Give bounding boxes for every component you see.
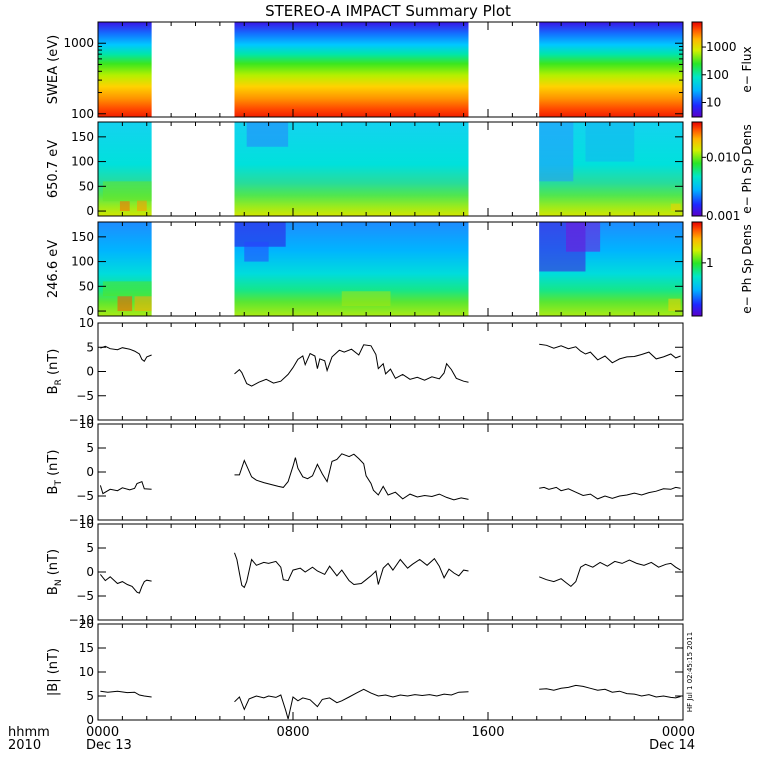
bn-ytick-label: 10 bbox=[79, 517, 94, 531]
bt-trace bbox=[99, 480, 152, 495]
bn-ylabel: BN (nT) bbox=[46, 549, 64, 595]
bmag-ylabel: |B| (nT) bbox=[46, 648, 61, 696]
bn-ytick-label: 0 bbox=[86, 565, 94, 579]
bn-ytick-label: 5 bbox=[86, 541, 94, 555]
br-ytick-label: 5 bbox=[86, 340, 94, 354]
pad650-ytick-label: 150 bbox=[71, 130, 94, 144]
pad650-feature bbox=[585, 122, 635, 162]
pad246-feature bbox=[668, 298, 681, 312]
date-label-end: Dec 14 bbox=[649, 738, 695, 753]
pad246-ytick-label: 0 bbox=[86, 304, 94, 318]
pad650-colorbar-label: e− Ph Sp Dens bbox=[740, 124, 754, 213]
bn-trace bbox=[539, 559, 681, 588]
br-trace bbox=[100, 345, 152, 363]
pad650-ylabel: 650.7 eV bbox=[46, 140, 61, 198]
bn-ytick-label: −5 bbox=[76, 589, 94, 603]
bmag-trace bbox=[100, 690, 152, 698]
pad650-colorbar-frame bbox=[691, 121, 703, 217]
bmag-ytick-label: 0 bbox=[86, 713, 94, 727]
pad246-ytick-label: 50 bbox=[79, 279, 94, 293]
pad650-colorbar bbox=[692, 122, 702, 216]
bmag-ytick-label: 10 bbox=[79, 665, 94, 679]
swea-colorbar bbox=[692, 22, 702, 117]
pad650-ytick-label: 50 bbox=[79, 179, 94, 193]
pad650-ytick-label: 0 bbox=[86, 204, 94, 218]
bt-ylabel: BT (nT) bbox=[46, 450, 64, 495]
swea-ytick-label: 100 bbox=[71, 107, 94, 121]
pad246-colorbar-tick-label: 1 bbox=[706, 256, 714, 270]
br-ylabel: BR (nT) bbox=[46, 349, 64, 395]
pad246-ytick-label: 100 bbox=[71, 255, 94, 269]
xtick-label: 0000 bbox=[86, 725, 119, 740]
swea-data-block bbox=[234, 22, 469, 117]
pad650-feature bbox=[670, 203, 681, 212]
pad246-feature bbox=[134, 296, 152, 312]
bt-ytick-label: −10 bbox=[69, 513, 94, 527]
swea-colorbar-tick-label: 1000 bbox=[706, 40, 737, 54]
br-trace bbox=[539, 343, 681, 364]
pad246-feature bbox=[117, 296, 133, 312]
bn-trace bbox=[234, 552, 469, 589]
swea-data-block bbox=[98, 22, 152, 117]
swea-ytick-label: 1000 bbox=[63, 36, 94, 50]
bn-trace bbox=[100, 574, 152, 594]
bmag-trace bbox=[234, 688, 469, 720]
pad650-feature bbox=[137, 200, 147, 212]
side-stamp: HF Jul 1 02:45:15 2011 bbox=[686, 632, 694, 712]
pad650-colorbar-tick-label: 0.001 bbox=[706, 209, 740, 223]
pad246-ylabel: 246.6 eV bbox=[46, 240, 61, 298]
br-ytick-label: 0 bbox=[86, 365, 94, 379]
pad650-ytick-label: 100 bbox=[71, 155, 94, 169]
xtick-label: 0800 bbox=[276, 725, 309, 740]
pad246-colorbar-frame bbox=[691, 221, 703, 317]
pad246-ytick-label: 150 bbox=[71, 230, 94, 244]
bt-trace bbox=[234, 453, 469, 501]
pad650-feature bbox=[246, 122, 289, 147]
swea-colorbar-label: e− Flux bbox=[740, 46, 754, 92]
swea-data-block bbox=[539, 22, 683, 117]
br-ytick-label: 10 bbox=[79, 316, 94, 330]
swea-colorbar-frame bbox=[691, 21, 703, 118]
bmag-ytick-label: 15 bbox=[79, 641, 94, 655]
bt-ytick-label: 5 bbox=[86, 441, 94, 455]
swea-colorbar-tick-label: 100 bbox=[706, 68, 729, 82]
bt-ytick-label: 0 bbox=[86, 465, 94, 479]
pad650-feature bbox=[102, 181, 152, 202]
bmag-frame bbox=[97, 623, 684, 721]
bt-frame bbox=[97, 423, 684, 521]
bn-frame bbox=[97, 523, 684, 621]
br-ytick-label: −10 bbox=[69, 413, 94, 427]
pad246-feature bbox=[341, 291, 391, 307]
plot-title: STEREO-A IMPACT Summary Plot bbox=[265, 2, 511, 20]
pad650-feature bbox=[119, 201, 130, 212]
pad246-colorbar-label: e− Ph Sp Dens bbox=[740, 224, 754, 313]
bmag-trace bbox=[539, 684, 681, 699]
bt-trace bbox=[539, 486, 681, 500]
bn-ytick-label: −10 bbox=[69, 613, 94, 627]
pad650-colorbar-tick-label: 0.010 bbox=[706, 150, 740, 164]
caption-hhmm: hhmm bbox=[8, 725, 50, 740]
swea-colorbar-tick-label: 10 bbox=[706, 96, 721, 110]
pad246-feature bbox=[566, 222, 601, 252]
br-frame bbox=[97, 322, 684, 421]
br-trace bbox=[234, 344, 469, 387]
pad246-feature bbox=[102, 281, 152, 297]
bmag-ytick-label: 20 bbox=[79, 617, 94, 631]
bt-ytick-label: 10 bbox=[79, 417, 94, 431]
swea-ylabel: SWEA (eV) bbox=[46, 35, 61, 104]
xtick-label: 0000 bbox=[662, 725, 695, 740]
pad246-colorbar bbox=[692, 222, 702, 316]
bt-ytick-label: −5 bbox=[76, 489, 94, 503]
caption-year: 2010 bbox=[8, 738, 41, 753]
xtick-label: 1600 bbox=[471, 725, 504, 740]
pad650-feature bbox=[539, 122, 574, 182]
date-label-start: Dec 13 bbox=[86, 738, 132, 753]
bmag-ytick-label: 5 bbox=[86, 689, 94, 703]
br-ytick-label: −5 bbox=[76, 389, 94, 403]
pad246-feature bbox=[244, 241, 269, 262]
